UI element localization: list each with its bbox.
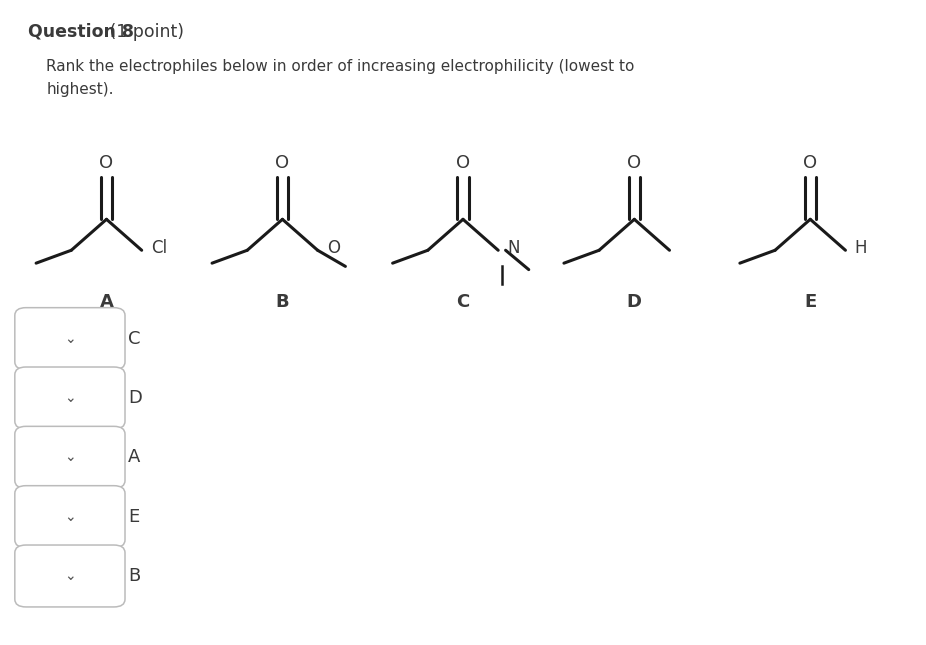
- Text: O: O: [456, 154, 470, 172]
- Text: A: A: [100, 293, 113, 312]
- Text: Rank the electrophiles below in order of increasing electrophilicity (lowest to
: Rank the electrophiles below in order of…: [46, 59, 634, 97]
- FancyBboxPatch shape: [15, 308, 125, 370]
- Text: ⌄: ⌄: [64, 450, 76, 464]
- Text: ⌄: ⌄: [64, 510, 76, 524]
- Text: Question 8: Question 8: [28, 23, 133, 41]
- FancyBboxPatch shape: [15, 486, 125, 548]
- Text: B: B: [128, 567, 140, 585]
- Text: C: C: [457, 293, 469, 312]
- Text: ⌄: ⌄: [64, 332, 76, 346]
- Text: Cl: Cl: [151, 239, 167, 257]
- Text: O: O: [327, 239, 340, 257]
- Text: O: O: [99, 154, 114, 172]
- Text: H: H: [855, 239, 867, 257]
- Text: D: D: [128, 389, 142, 407]
- Text: E: E: [128, 508, 139, 526]
- Text: O: O: [803, 154, 818, 172]
- FancyBboxPatch shape: [15, 367, 125, 429]
- Text: O: O: [627, 154, 642, 172]
- Text: C: C: [128, 330, 140, 348]
- FancyBboxPatch shape: [15, 426, 125, 488]
- Text: B: B: [276, 293, 289, 312]
- FancyBboxPatch shape: [15, 545, 125, 607]
- Text: N: N: [507, 239, 519, 257]
- Text: (1 point): (1 point): [104, 23, 183, 41]
- Text: D: D: [627, 293, 642, 312]
- Text: A: A: [128, 448, 140, 466]
- Text: O: O: [275, 154, 290, 172]
- Text: ⌄: ⌄: [64, 569, 76, 583]
- Text: E: E: [804, 293, 817, 312]
- Text: ⌄: ⌄: [64, 391, 76, 405]
